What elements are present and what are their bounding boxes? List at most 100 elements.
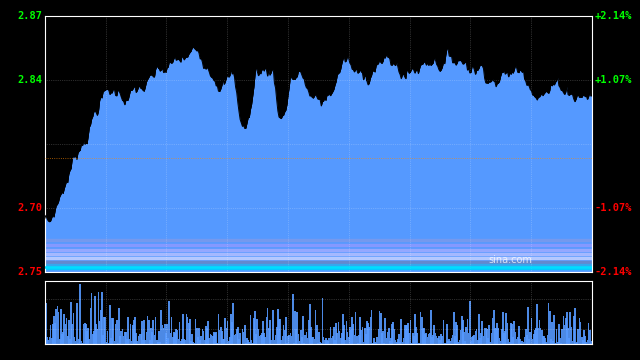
Bar xyxy=(375,343,377,344)
Bar xyxy=(356,336,358,344)
Bar xyxy=(266,317,268,344)
Bar xyxy=(488,325,490,344)
Bar xyxy=(188,323,189,344)
Bar xyxy=(213,332,215,344)
Bar xyxy=(174,333,176,344)
Bar xyxy=(78,339,80,344)
Bar xyxy=(499,338,500,344)
Bar xyxy=(535,328,537,344)
Bar xyxy=(301,337,303,344)
Bar xyxy=(91,293,93,344)
Bar xyxy=(417,333,418,344)
Bar xyxy=(334,339,336,344)
Bar xyxy=(394,329,396,344)
Bar xyxy=(189,319,191,344)
Bar xyxy=(411,343,412,344)
Bar xyxy=(426,333,428,344)
Bar xyxy=(222,339,224,344)
Bar xyxy=(237,327,239,344)
Bar xyxy=(337,322,339,344)
Bar xyxy=(283,325,284,344)
Bar xyxy=(497,328,499,344)
Bar xyxy=(230,314,232,344)
Bar xyxy=(591,341,593,344)
Bar xyxy=(109,305,111,344)
Bar xyxy=(545,342,547,344)
Bar xyxy=(63,314,65,344)
Bar xyxy=(475,331,476,344)
Bar xyxy=(460,330,461,344)
Bar xyxy=(287,336,289,344)
Bar xyxy=(369,317,371,344)
Bar xyxy=(158,331,160,344)
Bar xyxy=(548,303,550,344)
Bar xyxy=(346,321,348,344)
Bar xyxy=(392,321,394,344)
Bar xyxy=(378,329,380,344)
Bar xyxy=(584,336,586,344)
Bar xyxy=(353,335,355,344)
Bar xyxy=(459,340,460,344)
Bar xyxy=(107,331,109,344)
Bar xyxy=(223,339,225,344)
Bar xyxy=(433,335,434,344)
Bar xyxy=(437,338,438,344)
Bar xyxy=(467,319,468,344)
Bar xyxy=(511,324,513,344)
Bar xyxy=(449,341,451,344)
Bar xyxy=(141,321,143,344)
Bar xyxy=(300,329,301,344)
Bar xyxy=(339,331,340,344)
Bar xyxy=(241,329,243,344)
Bar xyxy=(355,312,356,344)
Bar xyxy=(193,342,194,344)
Bar xyxy=(486,329,488,344)
Bar xyxy=(501,329,502,344)
Bar xyxy=(494,328,496,344)
Bar xyxy=(195,319,196,344)
Bar xyxy=(430,310,432,344)
Bar xyxy=(568,338,570,344)
Bar xyxy=(307,338,308,344)
Bar xyxy=(202,329,204,344)
Bar xyxy=(135,333,137,344)
Bar xyxy=(257,319,258,344)
Bar xyxy=(454,336,456,344)
Bar xyxy=(342,314,344,344)
Bar xyxy=(478,314,480,344)
Bar xyxy=(403,338,404,344)
Bar xyxy=(103,317,105,344)
Bar xyxy=(268,328,269,344)
Bar xyxy=(565,318,566,344)
Bar xyxy=(197,337,199,344)
Bar xyxy=(187,317,188,344)
Bar xyxy=(447,341,449,344)
Bar xyxy=(200,336,202,344)
Bar xyxy=(136,341,138,344)
Bar xyxy=(191,334,193,344)
Bar xyxy=(72,324,73,344)
Bar xyxy=(171,317,172,344)
Bar xyxy=(549,311,550,344)
Bar xyxy=(124,332,125,344)
Bar xyxy=(469,301,470,344)
Bar xyxy=(125,332,127,344)
Bar xyxy=(295,329,297,344)
Bar xyxy=(182,314,184,344)
Bar xyxy=(572,341,573,344)
Bar xyxy=(184,340,186,344)
Bar xyxy=(343,325,345,344)
Bar xyxy=(45,249,592,251)
Bar xyxy=(435,333,436,344)
Bar xyxy=(337,333,338,344)
Bar xyxy=(522,341,523,344)
Bar xyxy=(410,320,412,344)
Bar xyxy=(372,343,374,344)
Bar xyxy=(157,342,159,344)
Bar xyxy=(296,312,298,344)
Bar xyxy=(458,342,459,344)
Bar xyxy=(314,339,316,344)
Bar xyxy=(145,340,146,344)
Bar xyxy=(228,341,230,344)
Bar xyxy=(583,330,585,344)
